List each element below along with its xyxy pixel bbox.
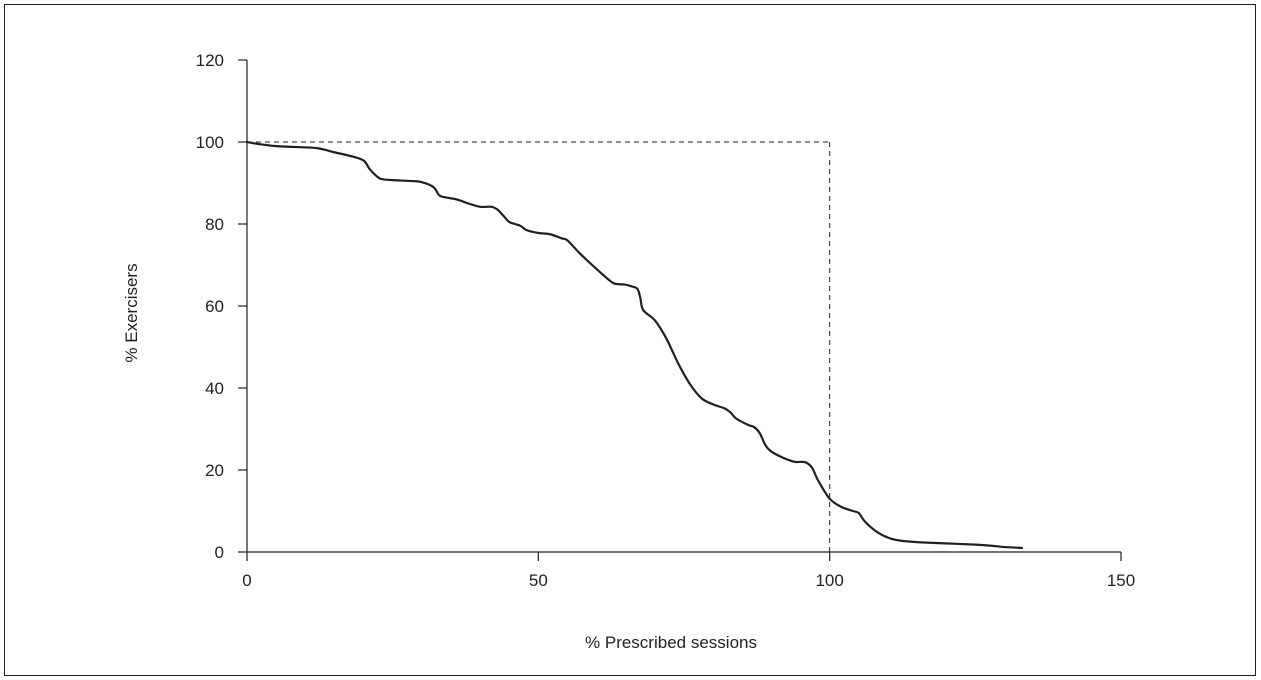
y-tick-label: 60 xyxy=(205,297,224,316)
axes xyxy=(246,60,1121,553)
x-tick-label: 50 xyxy=(529,571,548,590)
line-chart: 0 50 100 150 0 20 40 60 80 100 120 % Prescribed se… xyxy=(122,51,1136,652)
reference-lines xyxy=(247,141,831,552)
x-tick-label: 0 xyxy=(242,571,251,590)
y-tick-label: 0 xyxy=(215,543,224,562)
series-layer xyxy=(245,140,1024,549)
y-tick-label: 100 xyxy=(196,133,224,152)
chart-frame: 0 50 100 150 0 20 40 60 80 100 120 % Prescribed se… xyxy=(4,4,1256,676)
y-tick-label: 20 xyxy=(205,461,224,480)
x-tick-label: 150 xyxy=(1107,571,1135,590)
series-line xyxy=(245,140,1024,549)
x-axis-title: % Prescribed sessions xyxy=(585,633,757,652)
y-axis-title: % Exercisers xyxy=(122,263,141,362)
y-tick-label: 80 xyxy=(205,215,224,234)
y-tick-label: 40 xyxy=(205,379,224,398)
ticks: 0 50 100 150 0 20 40 60 80 100 120 xyxy=(196,51,1136,590)
y-tick-label: 120 xyxy=(196,51,224,70)
x-tick-label: 100 xyxy=(815,571,843,590)
